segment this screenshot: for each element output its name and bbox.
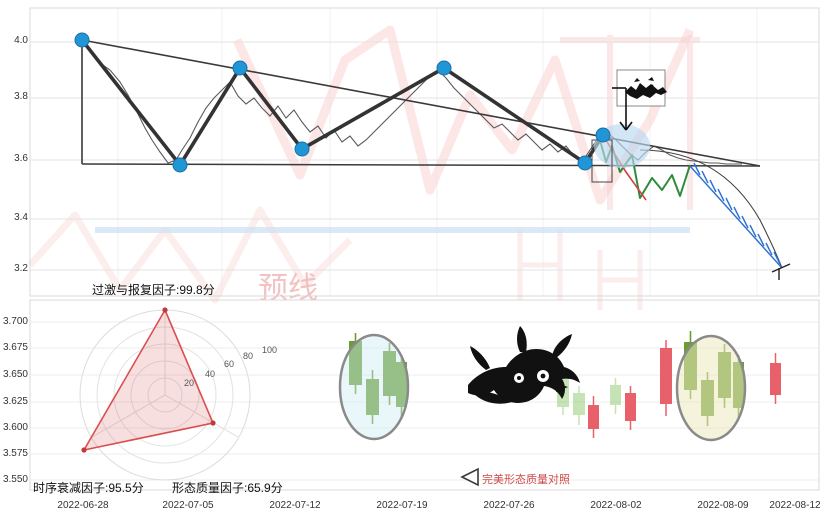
xtick-5: 2022-08-02	[590, 500, 642, 511]
callout-arrow	[612, 87, 633, 131]
ytick-top-3: 3.4	[14, 212, 28, 223]
xtick-1: 2022-07-05	[162, 500, 214, 511]
ytick-bottom-5: 3.575	[2, 448, 28, 459]
ytick-top-4: 3.2	[14, 263, 28, 274]
radar-tick-100: 100	[262, 345, 278, 355]
radar-label-left: 时序衰减因子:95.5分	[33, 481, 144, 495]
xtick-7: 2022-08-12	[769, 500, 821, 511]
radar-tick-60: 60	[224, 359, 235, 369]
radar-polygon	[82, 308, 215, 452]
radar-tick-20: 20	[184, 378, 195, 388]
xtick-3: 2022-07-19	[376, 500, 428, 511]
ytick-top-1: 3.8	[14, 91, 28, 102]
ytick-top-2: 3.6	[14, 153, 28, 164]
ytick-top-0: 4.0	[14, 35, 28, 46]
ytick-bottom-0: 3.700	[2, 316, 28, 327]
forecast-hatch	[689, 162, 783, 269]
forecast-curve	[639, 149, 783, 269]
markers-top	[74, 32, 611, 173]
xtick-4: 2022-07-26	[483, 500, 535, 511]
ytick-bottom-6: 3.550	[2, 474, 28, 485]
candlesticks	[338, 331, 781, 442]
ytick-bottom-1: 3.675	[2, 342, 28, 353]
forecast-endpoint-mark	[771, 263, 791, 280]
compare-arrow	[460, 467, 479, 487]
xtick-6: 2022-08-09	[697, 500, 749, 511]
ytick-bottom-4: 3.600	[2, 422, 28, 433]
xtick-0: 2022-06-28	[57, 500, 109, 511]
compare-label: 完美形态质量对照	[482, 474, 570, 486]
radar-chart	[79, 307, 251, 481]
highlight-ellipse-right	[675, 334, 747, 442]
radar-label-top: 过激与报复因子:99.8分	[92, 283, 215, 297]
radar-label-right: 形态质量因子:65.9分	[172, 481, 283, 495]
eagle-icon-large	[468, 326, 580, 404]
radar-tick-80: 80	[243, 351, 254, 361]
eagle-icon-small	[625, 77, 667, 99]
ytick-bottom-3: 3.625	[2, 396, 28, 407]
xtick-2: 2022-07-12	[269, 500, 321, 511]
radar-tick-40: 40	[205, 369, 216, 379]
highlight-ellipse-left	[338, 333, 410, 441]
ytick-bottom-2: 3.650	[2, 369, 28, 380]
